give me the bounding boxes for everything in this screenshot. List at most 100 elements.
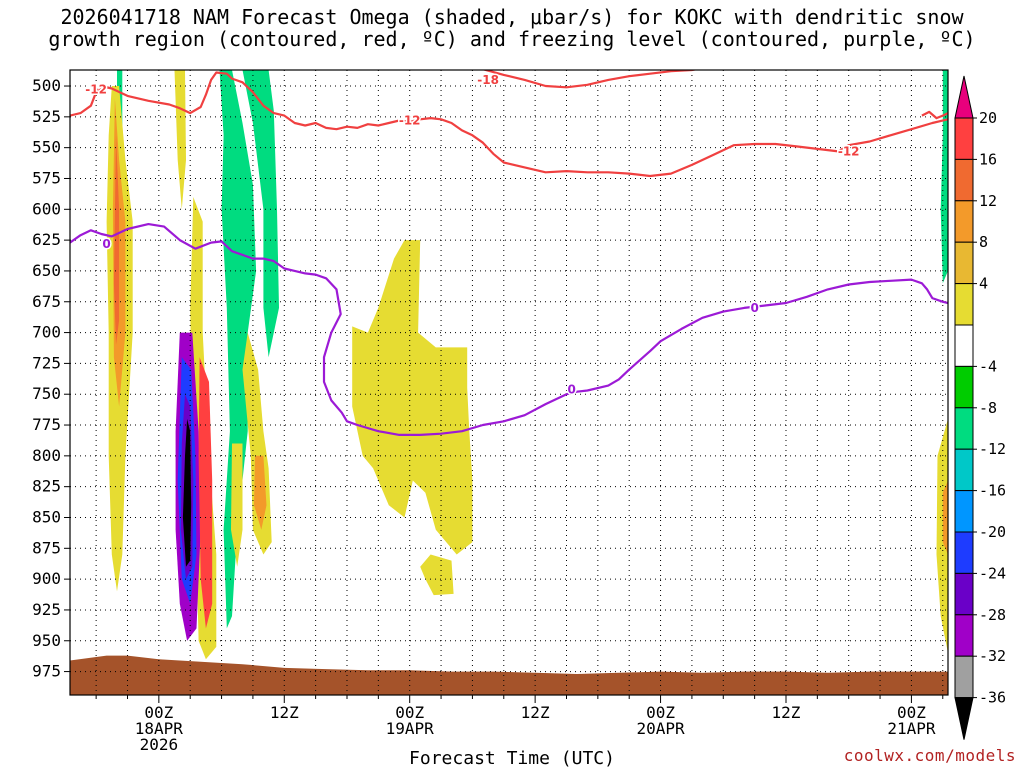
snow-growth-contour-label-0-1: -12	[399, 114, 421, 128]
chart-title: 2026041718 NAM Forecast Omega (shaded, μ…	[0, 6, 1024, 50]
x-tick-date-0: 18APR	[135, 719, 184, 738]
colorbar-label-11: -28	[979, 606, 1006, 624]
x-tick-label-5: 12Z	[772, 703, 801, 722]
colorbar-label-12: -32	[979, 647, 1006, 665]
x-tick-date-4: 20APR	[636, 719, 685, 738]
freezing-level-contour-label-0-1: 0	[568, 382, 576, 396]
x-tick-date-6: 21APR	[887, 719, 936, 738]
gridlines	[70, 70, 948, 695]
colorbar-label-1: 16	[979, 150, 997, 168]
colorbar-swatch-2	[954, 158, 974, 202]
colorbar-label-2: 12	[979, 192, 997, 210]
omega-region-16	[231, 443, 243, 567]
omega-region-14	[242, 332, 272, 555]
snow-growth-contour-line-0	[70, 71, 948, 178]
colorbar-swatch-1	[954, 117, 974, 160]
omega-region-2	[242, 70, 279, 358]
colorbar-swatch-15	[954, 697, 974, 740]
colorbar-swatch-8	[954, 407, 974, 450]
colorbar: 20 16 12 8 4 -4 -8 -12 -16 -20 -24 -28 -32 -36	[954, 75, 1006, 740]
y-tick-label-900: 900	[32, 569, 61, 588]
omega-region-18	[420, 554, 454, 596]
x-tick-label-4: 00Z	[646, 703, 675, 722]
colorbar-swatch-0	[954, 75, 974, 119]
y-tick-label-550: 550	[32, 138, 61, 157]
omega-region-15	[254, 455, 267, 530]
chart-title-line1: 2026041718 NAM Forecast Omega (shaded, μ…	[60, 5, 964, 29]
y-tick-label-575: 575	[32, 168, 61, 187]
x-tick-label-3: 12Z	[521, 703, 550, 722]
snow-growth-contour-label-1-0: -18	[477, 73, 499, 87]
omega-region-13	[198, 357, 213, 629]
colorbar-label-0: 20	[979, 109, 997, 127]
snow-growth-contour-label-0-0: -12	[85, 83, 107, 97]
x-axis-label: Forecast Time (UTC)	[409, 748, 615, 769]
colorbar-swatch-10	[954, 490, 974, 533]
omega-region-7	[174, 70, 186, 210]
snow-growth-contour-line-1	[481, 70, 699, 89]
x-tick-label-2: 00Z	[395, 703, 424, 722]
y-tick-label-800: 800	[32, 446, 61, 465]
colorbar-label-7: -12	[979, 440, 1006, 458]
y-tick-label-975: 975	[32, 662, 61, 681]
x-tick-label-6: 00Z	[897, 703, 926, 722]
y-tick-label-525: 525	[32, 107, 61, 126]
y-tick-label-725: 725	[32, 353, 61, 372]
omega-region-12	[182, 418, 192, 567]
freezing-level-contour-label-0-0: 0	[102, 237, 110, 251]
contour-layer: -12 -12 -12 -18 0 0 0	[70, 70, 948, 436]
x-tick-date-2: 19APR	[386, 719, 435, 738]
colorbar-swatch-4	[954, 241, 974, 285]
y-tick-label-750: 750	[32, 384, 61, 403]
colorbar-swatch-7	[954, 365, 974, 409]
y-tick-label-500: 500	[32, 76, 61, 95]
snow-growth-contour-label-0-2: -12	[838, 144, 860, 158]
omega-region-1	[219, 70, 257, 629]
terrain-layer	[70, 655, 948, 695]
colorbar-swatch-6	[954, 324, 974, 367]
y-tick-label-950: 950	[32, 631, 61, 650]
colorbar-swatch-9	[954, 448, 974, 492]
axes: 500 525 550 575 600 625 650 675 700 725 750 775 800 8…	[32, 69, 949, 754]
colorbar-label-8: -16	[979, 482, 1006, 500]
y-tick-label-600: 600	[32, 199, 61, 218]
omega-region-19	[940, 70, 948, 284]
colorbar-swatch-3	[954, 200, 974, 243]
omega-region-6	[113, 135, 120, 345]
y-tick-label-775: 775	[32, 415, 61, 434]
y-tick-label-650: 650	[32, 261, 61, 280]
colorbar-label-6: -8	[979, 399, 997, 417]
y-tick-label-925: 925	[32, 600, 61, 619]
x-tick-year-0: 2026	[140, 735, 179, 754]
y-tick-label-850: 850	[32, 507, 61, 526]
colorbar-swatch-14	[954, 655, 974, 699]
source-credit[interactable]: coolwx.com/models	[843, 746, 1016, 765]
colorbar-label-3: 8	[979, 233, 988, 251]
snow-growth-contour-line-2	[921, 110, 948, 120]
colorbar-swatch-13	[954, 614, 974, 657]
freezing-level-contour-label-0-2: 0	[750, 301, 758, 315]
y-tick-label-875: 875	[32, 538, 61, 557]
y-tick-label-700: 700	[32, 323, 61, 342]
colorbar-label-4: 4	[979, 275, 988, 293]
plot-frame	[69, 69, 949, 696]
colorbar-swatch-11	[954, 531, 974, 574]
y-tick-label-825: 825	[32, 477, 61, 496]
terrain-fill	[70, 655, 948, 695]
omega-region-20	[936, 418, 948, 654]
colorbar-label-10: -24	[979, 564, 1006, 582]
freezing-level-contour-line-0	[70, 223, 948, 436]
colorbar-label-13: -36	[979, 689, 1006, 707]
y-tick-label-625: 625	[32, 230, 61, 249]
x-tick-label-1: 12Z	[270, 703, 299, 722]
colorbar-label-9: -20	[979, 523, 1006, 541]
x-tick-label-0: 00Z	[144, 703, 173, 722]
colorbar-swatch-5	[954, 283, 974, 326]
chart-title-line2: growth region (contoured, red, ºC) and f…	[48, 27, 976, 51]
y-tick-label-675: 675	[32, 292, 61, 311]
colorbar-label-5: -4	[979, 357, 997, 375]
omega-region-17	[352, 240, 473, 555]
colorbar-swatch-12	[954, 572, 974, 616]
omega-shading-layer	[106, 70, 948, 660]
